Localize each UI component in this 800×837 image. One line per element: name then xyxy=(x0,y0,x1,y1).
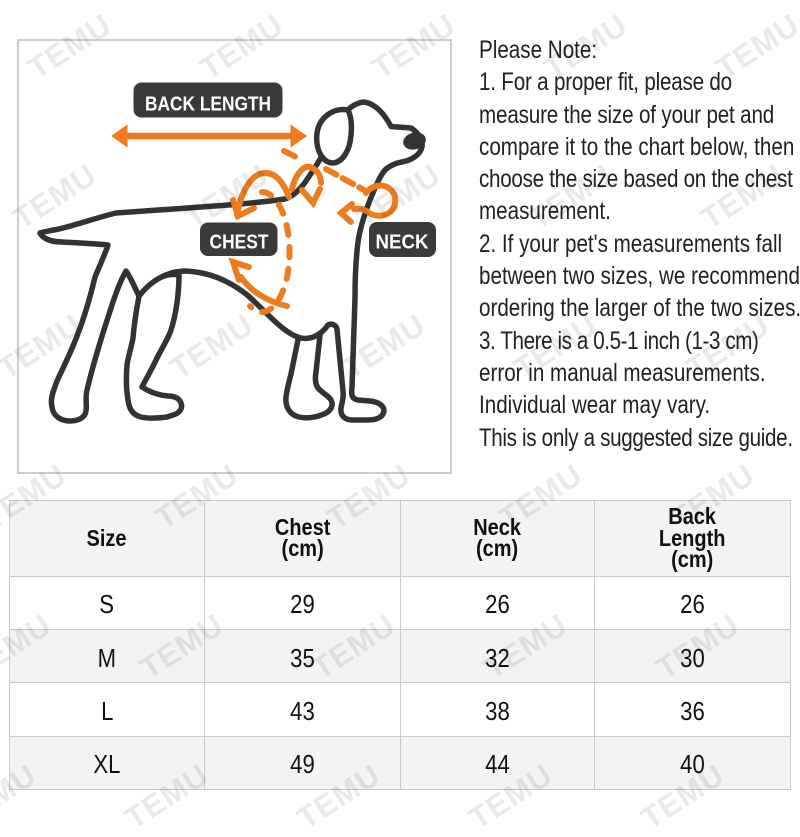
svg-text:NECK: NECK xyxy=(376,232,430,254)
svg-text:CHEST: CHEST xyxy=(210,232,269,254)
svg-text:BACK LENGTH: BACK LENGTH xyxy=(145,94,271,116)
